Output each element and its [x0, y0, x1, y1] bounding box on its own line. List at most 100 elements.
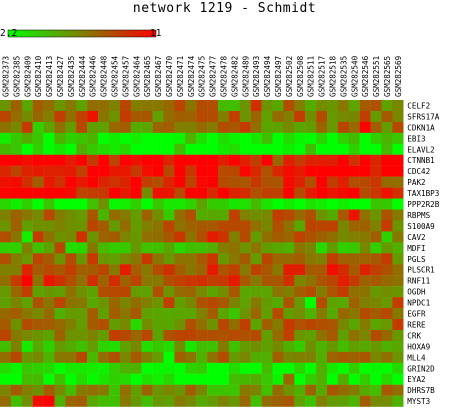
heatmap-cell [65, 220, 77, 232]
heatmap-cell [98, 275, 110, 287]
heatmap-cell [294, 242, 306, 254]
heatmap-cell [141, 187, 153, 199]
heatmap-cell [21, 198, 33, 210]
heatmap-cell [141, 110, 153, 123]
heatmap-cell [0, 209, 12, 221]
heatmap-cell [261, 154, 273, 166]
heatmap-cell [239, 198, 251, 210]
heatmap-cell [381, 264, 393, 276]
heatmap-cell [207, 187, 219, 199]
heatmap-cell [283, 209, 295, 221]
heatmap-cell [250, 121, 262, 134]
heatmap-cell [327, 275, 339, 287]
heatmap-cell [32, 132, 44, 144]
heatmap-cell [43, 264, 55, 276]
heatmap-cell [76, 209, 88, 221]
heatmap-cell [54, 121, 66, 134]
heatmap-cell [261, 286, 273, 298]
heatmap-cell [185, 121, 197, 134]
heatmap-cell [87, 275, 99, 287]
heatmap-cell [272, 373, 284, 385]
heatmap-cell [43, 308, 55, 320]
heatmap-cell [141, 373, 153, 385]
heatmap-cell [174, 308, 186, 320]
heatmap-cell [337, 297, 349, 309]
heatmap-cell [337, 275, 349, 287]
heatmap-cell [327, 176, 339, 188]
heatmap-cell [196, 253, 208, 265]
heatmap-cell [283, 340, 295, 353]
heatmap-cell [239, 154, 251, 166]
heatmap-cell [87, 395, 99, 407]
heatmap-cell [54, 308, 66, 320]
heatmap-cell [218, 209, 230, 221]
heatmap-cell [174, 143, 186, 155]
heatmap-cell [65, 176, 77, 188]
heatmap-cell [359, 275, 371, 287]
heatmap-cell [141, 198, 153, 210]
heatmap-cell [261, 297, 273, 309]
heatmap-cell [370, 242, 382, 254]
heatmap-cell [141, 253, 153, 265]
column-label: GSM282457 [121, 56, 130, 97]
column-label: GSM282467 [154, 56, 163, 97]
heatmap-cell [152, 231, 164, 243]
heatmap-cell [196, 297, 208, 309]
heatmap-cell [109, 395, 121, 407]
heatmap-cell [32, 340, 44, 353]
heatmap-cell [76, 242, 88, 254]
heatmap-cell [196, 275, 208, 287]
heatmap-cell [196, 373, 208, 385]
heatmap-cell [359, 231, 371, 243]
heatmap-cell [141, 121, 153, 134]
heatmap-cell [185, 384, 197, 396]
heatmap-cell [141, 286, 153, 298]
heatmap-cell [163, 121, 175, 134]
heatmap-cell [185, 187, 197, 199]
heatmap-cell [43, 121, 55, 134]
heatmap-cell [54, 209, 66, 221]
heatmap-cell [185, 154, 197, 166]
heatmap-cell [76, 100, 88, 112]
heatmap-cell [163, 231, 175, 243]
heatmap-cell [218, 384, 230, 396]
heatmap-cell [348, 340, 360, 353]
heatmap-cell [392, 121, 404, 134]
heatmap-cell [228, 187, 240, 199]
heatmap-cell [163, 362, 175, 374]
heatmap-cell [207, 176, 219, 188]
column-label: GSM282446 [89, 55, 98, 97]
heatmap-cell [119, 198, 131, 210]
heatmap-cell [327, 373, 339, 385]
heatmap-cell [109, 297, 121, 309]
heatmap-cell [163, 319, 175, 331]
heatmap-cell [207, 362, 219, 374]
heatmap-cell [65, 384, 77, 396]
heatmap-cell [196, 308, 208, 320]
heatmap-cell [141, 340, 153, 353]
heatmap-cell [250, 132, 262, 144]
heatmap-cell [65, 395, 77, 407]
heatmap-cell [370, 100, 382, 112]
heatmap-cell [327, 253, 339, 265]
heatmap-cell [98, 198, 110, 210]
heatmap-cell [0, 231, 12, 243]
heatmap-cell [65, 121, 77, 134]
heatmap-cell [337, 209, 349, 221]
heatmap-cell [109, 340, 121, 353]
heatmap-cell [152, 395, 164, 407]
heatmap-cell [98, 384, 110, 396]
heatmap-cell [207, 264, 219, 276]
heatmap-cell [337, 373, 349, 385]
heatmap-cell [163, 384, 175, 396]
heatmap-cell [337, 351, 349, 363]
heatmap-cell [305, 143, 317, 155]
heatmap-cell [119, 132, 131, 144]
heatmap-cell [348, 121, 360, 134]
heatmap-cell [109, 220, 121, 232]
heatmap-cell [76, 308, 88, 320]
row-label: ELAVL2 [407, 145, 434, 154]
heatmap-cell [43, 329, 55, 342]
heatmap-cell [348, 220, 360, 232]
heatmap-cell [283, 220, 295, 232]
